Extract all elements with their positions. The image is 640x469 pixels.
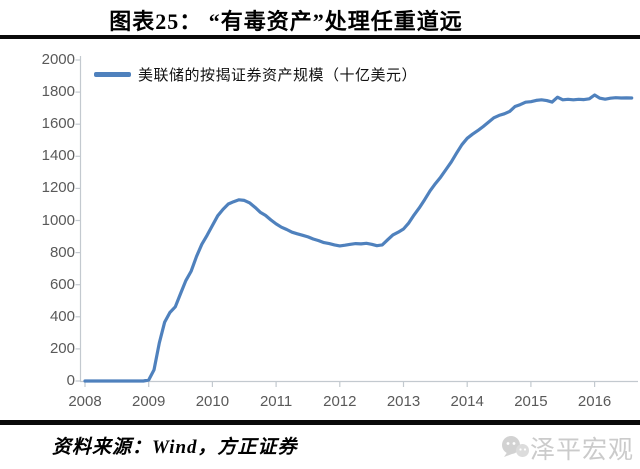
x-tick-label: 2015: [514, 393, 548, 410]
x-tick-label: 2016: [577, 393, 612, 410]
plot-svg: [75, 56, 638, 387]
x-tick-label: 2010: [195, 393, 230, 410]
y-tick-label: 1000: [41, 211, 75, 229]
chart: 美联储的按揭证券资产规模（十亿美元） 0 200 400 600 800 1000 1200…: [0, 40, 640, 420]
x-tick-label: 2009: [132, 393, 166, 410]
y-tick-label: 2000: [41, 51, 75, 68]
legend: 美联储的按揭证券资产规模（十亿美元）: [94, 64, 417, 85]
legend-label: 美联储的按揭证券资产规模（十亿美元）: [138, 68, 418, 84]
source-text: 资料来源：Wind，方正证券: [52, 437, 298, 458]
x-tick-label: 2014: [450, 393, 484, 410]
y-tick-label: 1800: [41, 83, 75, 101]
legend-line-marker-icon: [94, 72, 131, 77]
x-tick-label: 2012: [323, 393, 357, 410]
x-tick-label: 2008: [68, 393, 102, 410]
data-line-series: [83, 93, 634, 383]
watermark: 泽平宏观: [500, 430, 634, 466]
bottom-divider: [0, 420, 640, 425]
x-tick-label: 2013: [386, 393, 421, 410]
title-divider: [0, 35, 640, 39]
y-tick-label: 600: [49, 275, 75, 293]
y-tick-label: 400: [49, 307, 75, 325]
y-tick-label: 1600: [41, 115, 75, 133]
y-tick-label: 800: [49, 243, 75, 261]
y-tick-label: 1200: [41, 179, 75, 197]
y-tick-label: 0: [66, 372, 75, 389]
y-tick-label: 200: [49, 339, 75, 357]
wechat-icon: [502, 436, 529, 457]
watermark-text: 泽平宏观: [530, 437, 635, 464]
y-tick-label: 1400: [41, 147, 75, 165]
chart-title: 图表25： “有毒资产”处理任重道远: [109, 9, 463, 34]
x-tick-label: 2011: [259, 393, 293, 410]
